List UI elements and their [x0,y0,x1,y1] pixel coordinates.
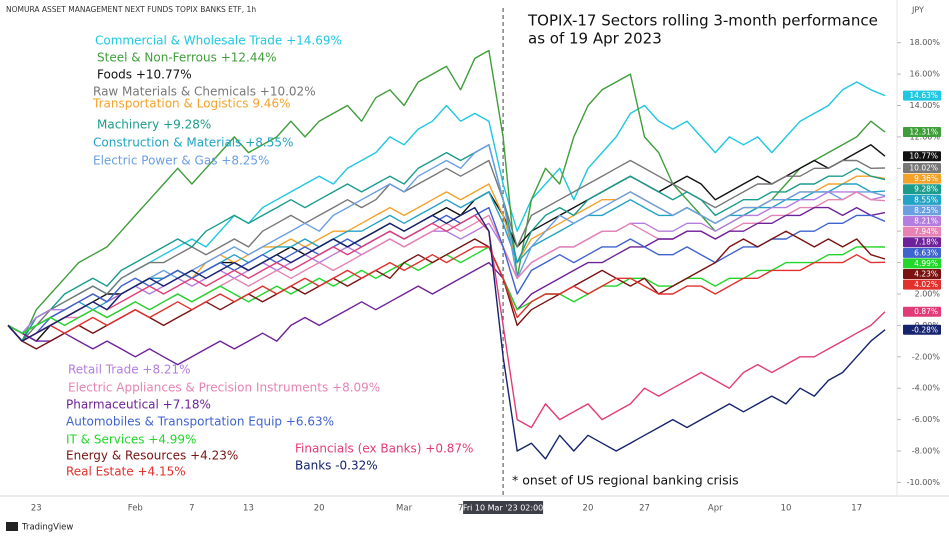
x-tick-label: Feb [128,504,143,514]
series-line [7,206,886,342]
last-value-label: 10.02% [909,164,938,173]
annotation: * onset of US regional banking crisis [512,473,739,488]
y-tick-label: 2.00% [915,289,941,298]
last-value-label: 10.77% [909,152,938,161]
y-tick-label: -10.00% [907,478,941,487]
x-tick-label: 10 [781,504,792,514]
last-value-label: 0.87% [914,307,938,316]
y-tick-label: -2.00% [912,352,941,361]
last-value-box [903,184,941,195]
series-line [7,183,886,334]
last-value-label: 9.36% [914,174,938,183]
legend-label: Machinery +9.28% [97,118,211,132]
last-value-label: 12.31% [909,128,938,137]
series-line [7,206,886,366]
series-line [7,206,886,460]
y-axis-label: JPY [911,6,924,15]
x-tick-label: 7 [189,504,194,514]
legend-label: Energy & Resources +4.23% [66,449,238,463]
y-tick-label: -8.00% [912,447,941,456]
last-value-box [903,324,941,335]
last-value-label: 4.23% [914,270,938,279]
series-line [7,230,886,350]
series-line [7,246,886,342]
last-value-box [903,194,941,205]
footer: TradingView [21,523,73,533]
legend-label: Steel & Non-Ferrous +12.44% [97,51,277,65]
last-value-label: 8.55% [914,195,938,204]
series-line [7,81,886,334]
x-tick-label: Apr [708,504,723,514]
x-tick-label: 27 [639,504,650,514]
legend-label: IT & Services +4.99% [66,433,196,447]
last-value-label: 4.99% [914,259,938,268]
last-value-box [903,151,941,162]
last-value-label: -0.28% [911,325,938,334]
last-value-box [903,247,941,258]
last-value-box [903,90,941,101]
x-tick-label: 23 [31,504,42,514]
legend-label: Foods +10.77% [97,68,192,82]
last-value-box [903,226,941,237]
legend-label: Construction & Materials +8.55% [93,136,293,150]
legend-label: Real Estate +4.15% [66,465,186,479]
y-tick-label: 16.00% [909,70,940,79]
x-tick-label: 17 [851,504,862,514]
chart-subtitle: as of 19 Apr 2023 [528,30,662,48]
x-tick-label: 13 [243,504,254,514]
legend-label: Transportation & Logistics 9.46% [92,97,290,111]
last-value-box [903,306,941,317]
last-value-label: 8.21% [914,217,938,226]
last-value-label: 7.94% [914,227,938,236]
legend-label: Electric Appliances & Precision Instrume… [68,381,380,395]
legend-label: Banks -0.32% [295,459,378,473]
last-value-box [903,127,941,138]
footer-logo [6,522,18,531]
legend-label: Raw Materials & Chemicals +10.02% [93,85,316,99]
last-value-label: 6.63% [914,248,938,257]
last-value-label: 9.28% [914,185,938,194]
legend-label: Pharmaceutical +7.18% [66,398,211,412]
last-value-label: 7.18% [914,238,938,247]
x-tick-label: Fri 10 Mar '23 02:00 [463,504,543,513]
series-line [7,144,886,342]
last-value-box [903,258,941,269]
crosshair-label-bg [463,501,544,514]
series-line [7,159,886,342]
x-tick-label: 7 [458,504,463,514]
y-tick-label: -4.00% [912,384,941,393]
y-tick-label: 14.00% [909,101,940,110]
last-value-box [903,173,941,184]
legend-label: Financials (ex Banks) +0.87% [295,442,473,456]
x-tick-label: 20 [583,504,594,514]
legend-label: Automobiles & Transportation Equip +6.63… [66,415,334,429]
chart-title: TOPIX-17 Sectors rolling 3-month perform… [527,12,878,30]
last-value-box [903,205,941,216]
last-value-label: 14.63% [909,91,938,100]
chart-source: NOMURA ASSET MANAGEMENT NEXT FUNDS TOPIX… [6,5,256,14]
legend-label: Commercial & Wholesale Trade +14.69% [95,34,342,48]
last-value-label: 8.25% [914,206,938,215]
x-tick-label: 20 [314,504,325,514]
last-value-label: 4.02% [914,280,938,289]
y-tick-label: 18.00% [909,38,940,47]
last-value-box [903,279,941,290]
last-value-box [903,163,941,174]
last-value-box [903,216,941,227]
legend-label: Retail Trade +8.21% [68,363,191,377]
last-value-box [903,269,941,280]
y-tick-label: -6.00% [912,415,941,424]
last-value-box [903,237,941,248]
x-tick-label: Mar [396,504,413,514]
legend-label: Electric Power & Gas +8.25% [93,154,269,168]
series-line [7,144,886,342]
series-line [7,214,886,429]
